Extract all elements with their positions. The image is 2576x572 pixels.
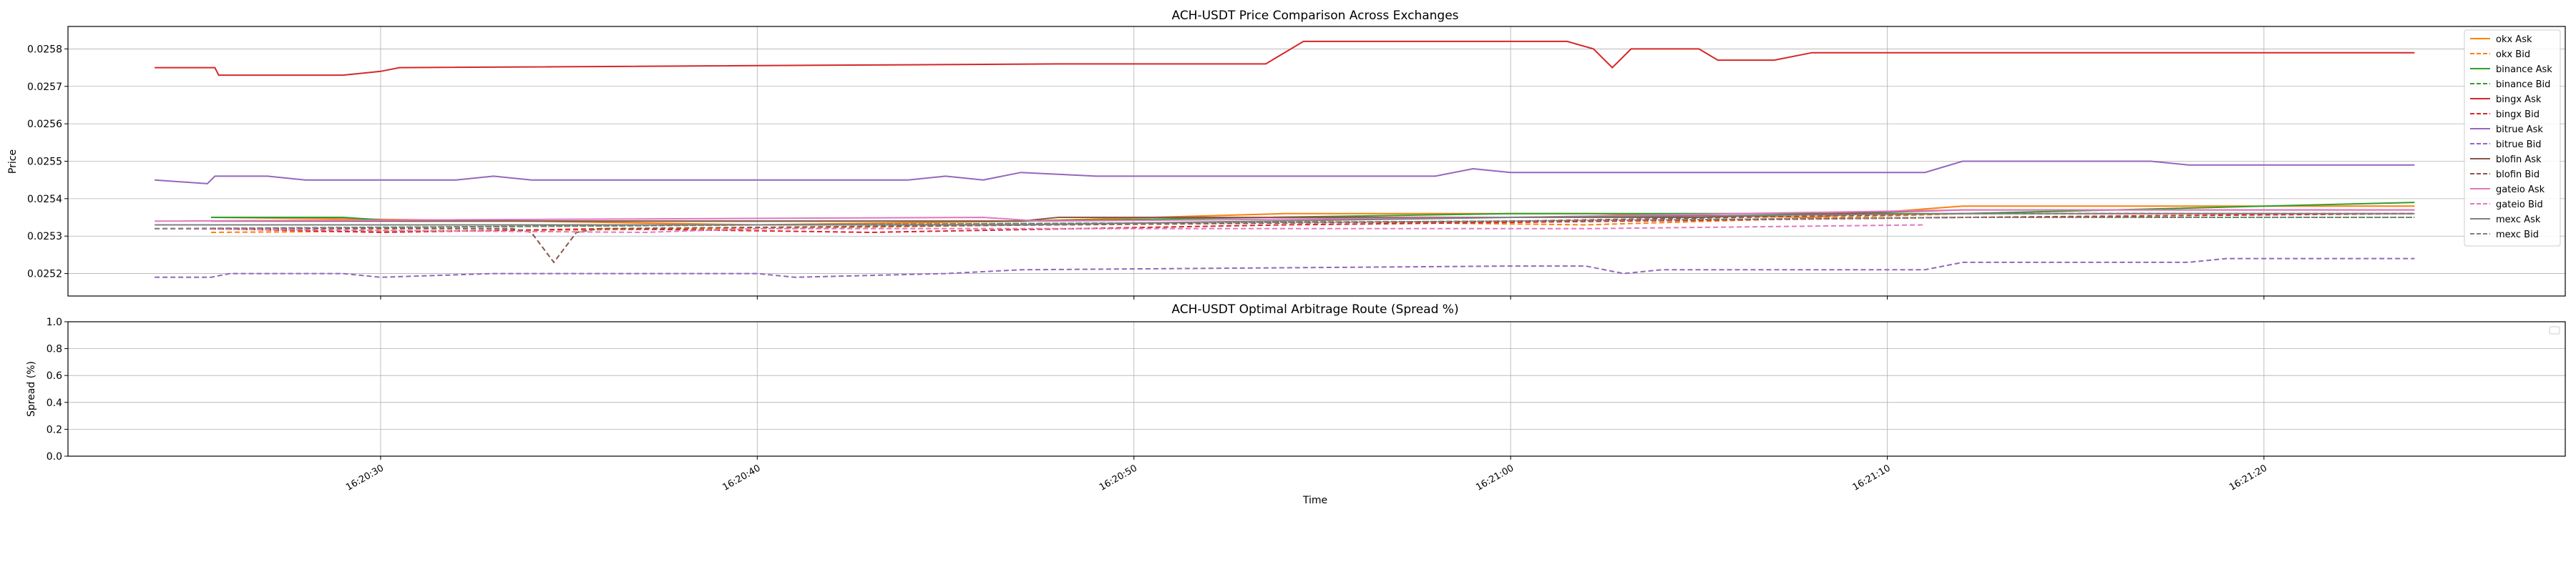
legend-label: mexc Bid bbox=[2496, 230, 2539, 240]
spread-chart-ytick-label: 0.8 bbox=[47, 344, 62, 355]
price-chart-ylabel: Price bbox=[7, 149, 19, 174]
spread-chart-ytick-label: 0.4 bbox=[47, 398, 62, 409]
spread-chart-ytick-label: 0.0 bbox=[47, 451, 62, 463]
series-line-gateio-ask bbox=[155, 209, 2415, 222]
series-line-bingx-bid bbox=[210, 212, 2415, 234]
price-chart-ytick-label: 0.0254 bbox=[27, 194, 62, 205]
legend-label: gateio Bid bbox=[2496, 199, 2543, 210]
legend-label: blofin Bid bbox=[2496, 169, 2540, 180]
series-line-okx-ask bbox=[210, 205, 2415, 226]
price-chart-ytick-label: 0.0255 bbox=[27, 157, 62, 168]
spread-chart-ytick-label: 1.0 bbox=[47, 317, 62, 328]
legend-label: bingx Bid bbox=[2496, 109, 2540, 120]
legend-label: gateio Ask bbox=[2496, 184, 2545, 195]
series-line-bitrue-ask bbox=[155, 160, 2415, 184]
price-chart-series bbox=[155, 40, 2415, 278]
series-line-gateio-bid bbox=[155, 224, 1926, 234]
price-chart-ytick-label: 0.0257 bbox=[27, 82, 62, 93]
spread-chart-title: ACH-USDT Optimal Arbitrage Route (Spread… bbox=[1171, 302, 1458, 317]
series-line-mexc-ask bbox=[155, 212, 2415, 226]
spread-chart-xlabel: Time bbox=[1302, 495, 1327, 506]
price-chart-legend: okx Ask okx Bid binance Ask binance Bid bing… bbox=[2464, 29, 2561, 247]
price-chart-ytick-label: 0.0256 bbox=[27, 119, 62, 130]
legend-label: okx Ask bbox=[2496, 34, 2532, 45]
legend-label: mexc Ask bbox=[2496, 214, 2541, 225]
spread-chart-ytick-label: 0.6 bbox=[47, 370, 62, 382]
spread-chart-ylabel: Spread (%) bbox=[26, 361, 37, 417]
price-chart-ytick-label: 0.0252 bbox=[27, 269, 62, 280]
price-chart-ytick-label: 0.0253 bbox=[27, 231, 62, 242]
spread-chart-empty-legend bbox=[2549, 326, 2560, 335]
legend-label: binance Ask bbox=[2496, 64, 2552, 75]
price-chart-yticks: 0.0252 0.0253 0.0254 0.0255 0.0256 0.0257 0.02… bbox=[27, 44, 68, 280]
spread-chart-ytick-label: 0.2 bbox=[47, 424, 62, 435]
legend-label: bingx Ask bbox=[2496, 94, 2542, 105]
price-chart-ytick-label: 0.0258 bbox=[27, 44, 62, 55]
legend-label: binance Bid bbox=[2496, 79, 2550, 90]
price-chart-title: ACH-USDT Price Comparison Across Exchang… bbox=[1171, 9, 1458, 23]
series-line-bitrue-bid bbox=[155, 257, 2415, 278]
price-chart-legend-box bbox=[2464, 29, 2561, 247]
legend-label: blofin Ask bbox=[2496, 154, 2542, 165]
price-comparison-chart: ACH-USDT Price Comparison Across Exchang… bbox=[7, 9, 2566, 300]
legend-label: okx Bid bbox=[2496, 49, 2530, 60]
series-line-bingx-ask bbox=[155, 40, 2415, 77]
spread-chart-yticks: 0.0 0.2 0.4 0.6 0.8 1.0 bbox=[47, 317, 68, 463]
legend-label: bitrue Ask bbox=[2496, 124, 2543, 135]
legend-label: bitrue Bid bbox=[2496, 139, 2541, 150]
spread-chart-frame bbox=[67, 321, 2566, 457]
series-line-mexc-bid bbox=[155, 217, 2415, 230]
